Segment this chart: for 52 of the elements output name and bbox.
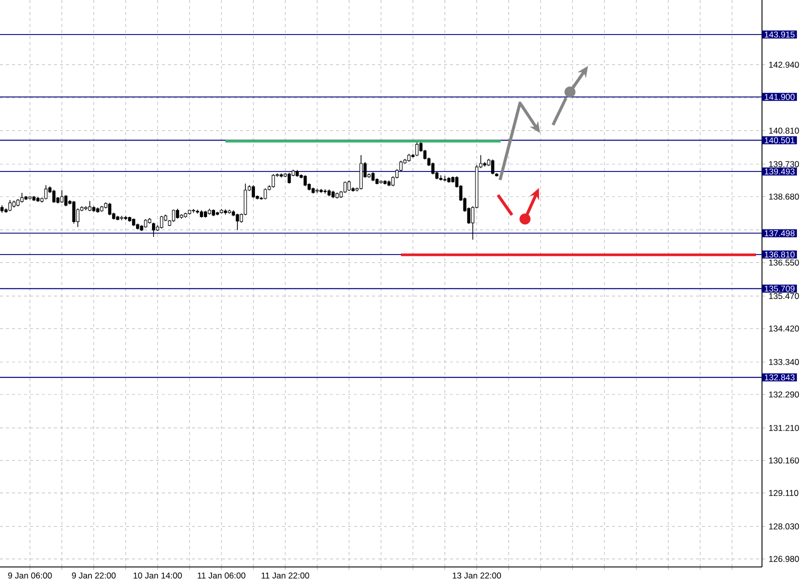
ref-line-label: 136.810 — [764, 252, 795, 258]
candlestick — [160, 215, 164, 229]
y-tick-label: 134.420 — [769, 326, 799, 332]
y-tick-label: 138.680 — [769, 194, 799, 200]
candlestick — [8, 200, 12, 212]
y-tick-label: 142.940 — [769, 62, 799, 68]
candlestick — [491, 159, 494, 175]
candlestick — [172, 209, 176, 222]
y-tick-label: 128.030 — [769, 523, 799, 530]
ref-line-label: 135.709 — [764, 286, 795, 292]
y-tick-label: 129.110 — [769, 490, 798, 496]
x-tick-label: 10 Jan 14:00 — [134, 572, 182, 579]
x-tick-label: 9 Jan 06:00 — [8, 572, 52, 579]
candlestick — [431, 162, 434, 175]
candlestick — [272, 174, 275, 188]
ref-line-label: 141.900 — [764, 94, 795, 100]
candlestick — [252, 184, 255, 198]
ref-line-label: 137.498 — [764, 230, 795, 236]
candlestick — [304, 174, 307, 187]
y-tick-label: 140.810 — [769, 128, 799, 134]
y-tick-label: 126.980 — [769, 556, 799, 562]
candlestick — [88, 200, 92, 212]
candlestick — [176, 208, 180, 220]
y-tick-label: 131.210 — [769, 424, 799, 431]
candlestick — [152, 222, 156, 238]
candlestick — [288, 172, 291, 184]
candlestick — [108, 202, 112, 216]
candlestick — [344, 181, 347, 194]
candlestick — [52, 189, 56, 204]
x-tick-label: 9 Jan 22:00 — [72, 572, 116, 579]
ref-line-label: 139.493 — [764, 168, 795, 174]
candlestick — [348, 180, 351, 192]
y-tick-label: 130.160 — [769, 457, 799, 464]
y-tick-label: 135.470 — [769, 293, 799, 300]
x-tick-label: 11 Jan 06:00 — [198, 572, 246, 579]
y-tick-label: 132.290 — [769, 392, 799, 398]
candlestick — [60, 190, 64, 204]
y-tick-label: 136.550 — [769, 260, 799, 266]
ref-line-label: 132.843 — [764, 374, 795, 380]
y-tick-label: 133.340 — [769, 358, 799, 365]
y-tick-label: 139.730 — [769, 161, 799, 168]
candlestick — [20, 192, 24, 203]
ref-line-label: 140.501 — [764, 137, 794, 144]
candlestick — [236, 213, 239, 230]
candlestick — [264, 188, 267, 200]
candlestick — [64, 194, 68, 207]
x-tick-label: 13 Jan 22:00 — [452, 572, 501, 579]
x-tick-label: 11 Jan 22:00 — [262, 572, 310, 579]
ref-line-label: 143.915 — [764, 32, 795, 38]
candlestick — [44, 184, 48, 200]
candlestick — [415, 142, 418, 156]
candlestick — [72, 200, 76, 224]
